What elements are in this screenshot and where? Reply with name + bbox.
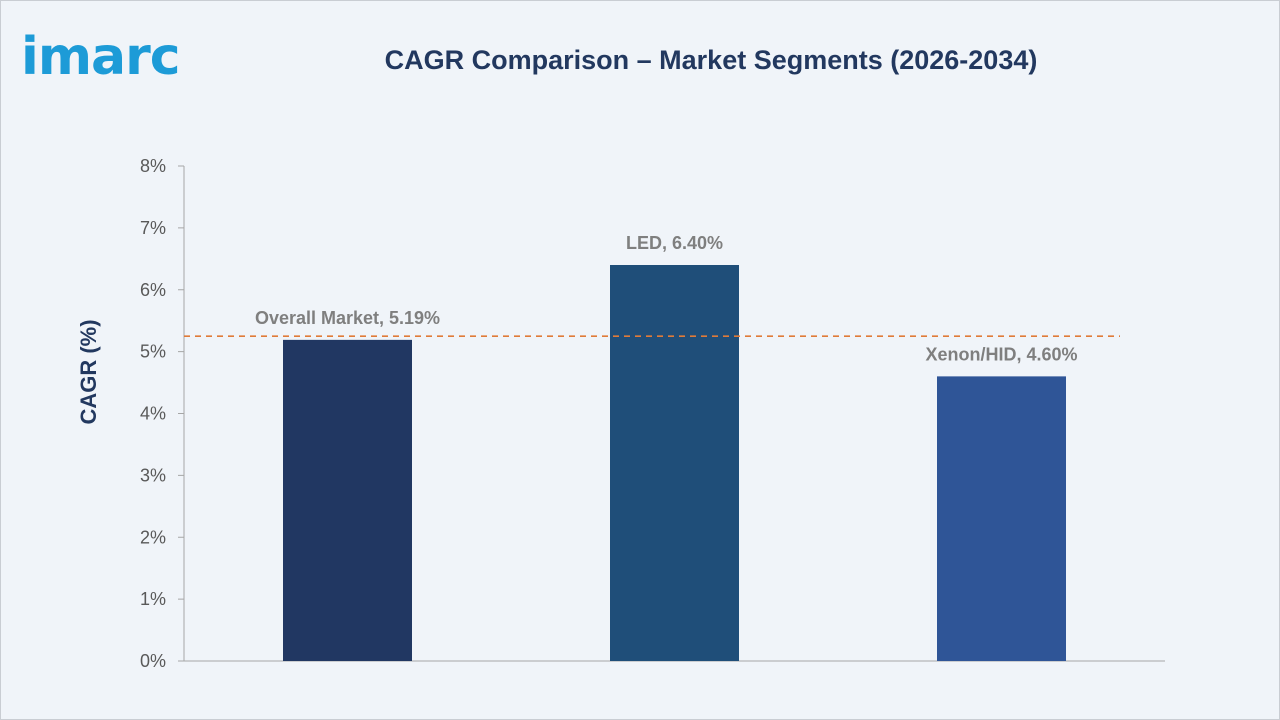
y-tick-label: 7% (140, 218, 166, 238)
data-labels: Overall Market, 5.19% LED, 6.40% Xenon/HID… (255, 233, 1078, 364)
y-tick-label: 3% (140, 465, 166, 485)
y-tick-label: 6% (140, 280, 166, 300)
bars (283, 265, 1066, 661)
bar (610, 265, 739, 661)
y-tick-label: 2% (140, 527, 166, 547)
y-tick-label: 0% (140, 651, 166, 671)
data-label: Overall Market, 5.19% (255, 308, 440, 328)
y-tick-label: 4% (140, 404, 166, 424)
bar (937, 376, 1066, 661)
y-tick-label: 5% (140, 342, 166, 362)
y-tick-label: 1% (140, 589, 166, 609)
data-label: Xenon/HID, 4.60% (925, 344, 1077, 364)
y-axis-label: CAGR (%) (76, 319, 101, 424)
bar (283, 339, 412, 661)
data-label: LED, 6.40% (626, 233, 723, 253)
chart-title: CAGR Comparison – Market Segments (2026-… (384, 45, 1038, 75)
imarc-logo: imarc (21, 27, 181, 87)
y-axis: 0% 1% 2% 3% 4% 5% 6% 7% 8% (140, 156, 1165, 671)
y-tick-label: 8% (140, 156, 166, 176)
